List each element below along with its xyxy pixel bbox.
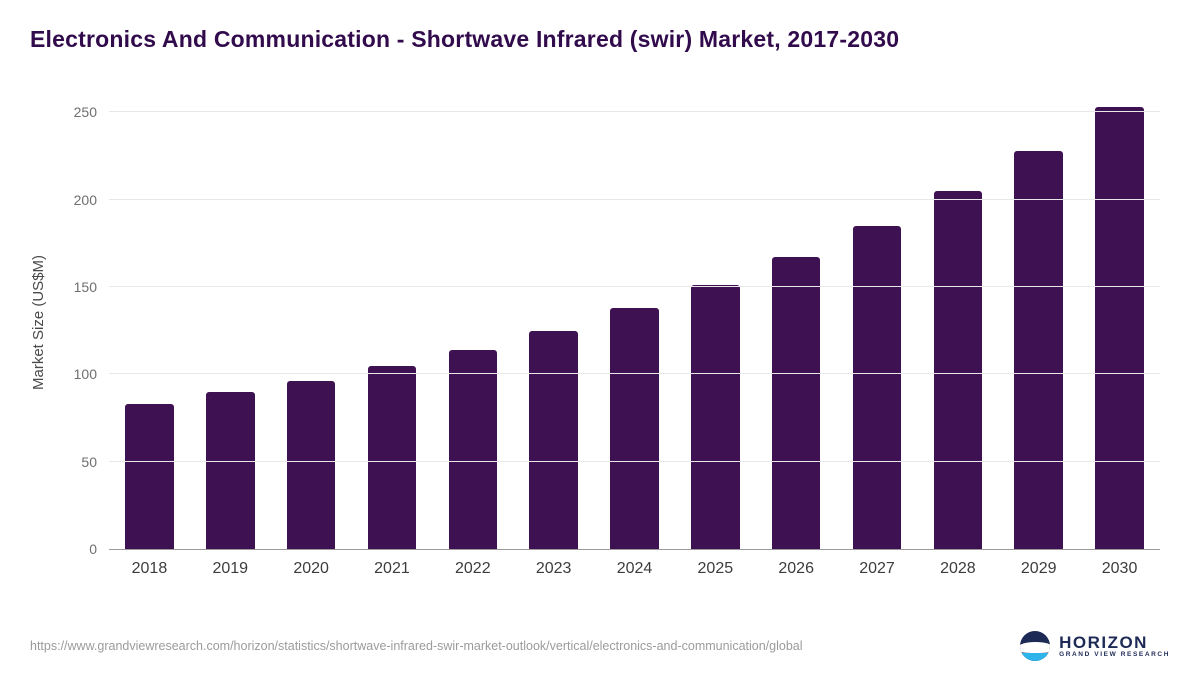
bar-2019 bbox=[206, 391, 255, 549]
y-tick-label: 100 bbox=[73, 366, 97, 383]
bar-slot bbox=[271, 95, 352, 549]
horizon-icon-sea bbox=[1020, 653, 1051, 661]
bar-slot bbox=[675, 95, 756, 549]
x-tick-label: 2030 bbox=[1101, 560, 1138, 577]
x-tick-label: 2025 bbox=[697, 560, 734, 577]
x-tick-label: 2024 bbox=[616, 560, 653, 577]
y-tick-label: 200 bbox=[73, 191, 97, 208]
bar-2024 bbox=[610, 308, 659, 549]
bar-slot bbox=[917, 95, 998, 549]
x-axis-labels: 2018 2019 2020 2021 2022 2023 2024 2025 2026 2027… bbox=[109, 560, 1160, 578]
bar-slot bbox=[756, 95, 837, 549]
bar-slot bbox=[109, 95, 190, 549]
x-tick-label: 2029 bbox=[1020, 560, 1057, 577]
bar-slot bbox=[837, 95, 918, 549]
logo-subtitle: GRAND VIEW RESEARCH bbox=[1059, 651, 1170, 659]
x-tick-label: 2023 bbox=[535, 560, 572, 577]
y-tick-label: 250 bbox=[73, 104, 97, 121]
bar-2029 bbox=[1014, 150, 1063, 549]
bar-slot bbox=[594, 95, 675, 549]
bar-slot bbox=[998, 95, 1079, 549]
logo-name: HORIZON bbox=[1059, 632, 1148, 652]
y-tick-label: 0 bbox=[89, 541, 97, 557]
horizon-logo: HORIZON GRAND VIEW RESEARCH bbox=[1020, 631, 1170, 661]
gridline bbox=[109, 460, 1160, 462]
bar-slot bbox=[1079, 95, 1160, 549]
bar-2022 bbox=[448, 349, 498, 549]
x-tick-label: 2021 bbox=[374, 560, 410, 577]
bar-2018 bbox=[125, 404, 174, 549]
footer: https://www.grandviewresearch.com/horizo… bbox=[30, 631, 1170, 661]
logo-text: HORIZON GRAND VIEW RESEARCH bbox=[1059, 632, 1170, 659]
bar-2028 bbox=[933, 191, 983, 549]
page-title: Electronics And Communication - Shortwav… bbox=[30, 26, 900, 52]
y-tick-label: 50 bbox=[81, 453, 97, 470]
plot-wrap: 0 50 100 150 200 250 2018 2019 2020 2021 2022 2023… bbox=[74, 95, 1160, 578]
horizon-icon-band bbox=[1020, 642, 1051, 653]
bar-2023 bbox=[529, 330, 578, 549]
horizon-logo-icon bbox=[1020, 631, 1051, 661]
source-url: https://www.grandviewresearch.com/horizo… bbox=[30, 638, 803, 653]
bar-slot bbox=[190, 95, 271, 549]
gridline bbox=[109, 286, 1160, 288]
bar-2027 bbox=[852, 225, 902, 549]
x-tick-label: 2019 bbox=[212, 560, 249, 577]
x-tick-label: 2022 bbox=[455, 560, 491, 577]
bar-2030 bbox=[1095, 107, 1144, 549]
bar-slot bbox=[352, 95, 433, 549]
bar-slot bbox=[432, 95, 513, 549]
bar-2020 bbox=[286, 381, 336, 549]
x-tick-label: 2026 bbox=[778, 560, 814, 577]
y-tick-label: 150 bbox=[73, 279, 97, 296]
bar-chart: Market Size (US$M) 0 50 100 150 200 250 2018 2… bbox=[30, 95, 1160, 578]
bar-2025 bbox=[691, 285, 740, 549]
plot-area: 0 50 100 150 200 250 bbox=[74, 95, 1160, 557]
bar-2026 bbox=[771, 257, 821, 549]
x-tick-label: 2027 bbox=[859, 560, 895, 577]
y-axis-title: Market Size (US$M) bbox=[30, 254, 47, 391]
bar-slot bbox=[513, 95, 594, 549]
bar-2021 bbox=[367, 365, 417, 549]
gridline bbox=[109, 111, 1160, 113]
gridline bbox=[109, 198, 1160, 200]
gridline bbox=[109, 373, 1160, 375]
x-tick-label: 2028 bbox=[940, 560, 976, 577]
x-tick-label: 2018 bbox=[131, 560, 168, 577]
bars-container bbox=[109, 95, 1160, 549]
x-tick-label: 2020 bbox=[293, 560, 329, 577]
